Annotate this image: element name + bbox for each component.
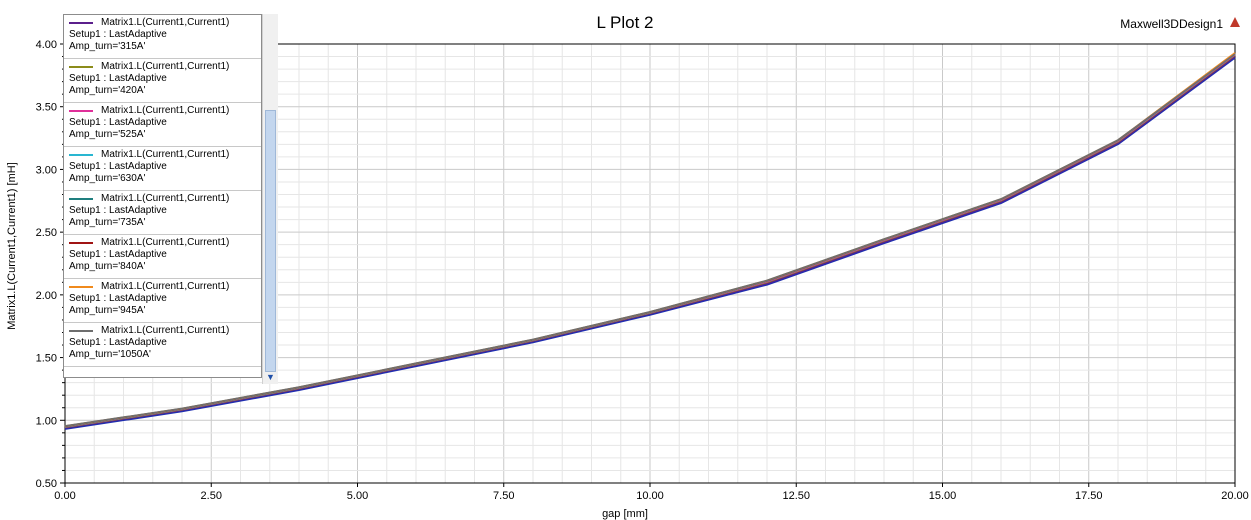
legend-entry[interactable]: Matrix1.L(Current1,Current1) Setup1 : La… (64, 323, 261, 367)
y-tick-label: 0.50 (36, 478, 57, 490)
scrollbar-thumb[interactable] (265, 110, 276, 372)
y-tick-label: 3.50 (36, 102, 57, 114)
legend-setup: Setup1 : LastAdaptive (69, 293, 167, 304)
legend-param: Amp_turn='735A' (69, 217, 146, 228)
legend-entry[interactable]: Matrix1.L(Current1,Current1) Setup1 : La… (64, 15, 261, 59)
legend-swatch (69, 154, 93, 156)
legend-entry[interactable]: Matrix1.L(Current1,Current1) Setup1 : La… (64, 191, 261, 235)
legend-setup: Setup1 : LastAdaptive (69, 29, 167, 40)
x-tick-label: 10.00 (636, 490, 664, 502)
legend-setup: Setup1 : LastAdaptive (69, 205, 167, 216)
legend-entry[interactable]: Matrix1.L(Current1,Current1) Setup1 : La… (64, 103, 261, 147)
legend-swatch (69, 330, 93, 332)
x-tick-label: 5.00 (347, 490, 368, 502)
legend-entry[interactable]: Matrix1.L(Current1,Current1) Setup1 : La… (64, 235, 261, 279)
plot-title: L Plot 2 (596, 13, 654, 32)
legend-setup: Setup1 : LastAdaptive (69, 249, 167, 260)
legend-param: Amp_turn='525A' (69, 129, 146, 140)
legend-setup: Setup1 : LastAdaptive (69, 161, 167, 172)
legend-swatch (69, 66, 93, 68)
legend-param: Amp_turn='630A' (69, 173, 146, 184)
legend-series-name: Matrix1.L(Current1,Current1) (101, 61, 230, 72)
chevron-down-icon[interactable]: ▼ (266, 372, 275, 382)
legend-param: Amp_turn='840A' (69, 261, 146, 272)
legend-swatch (69, 22, 93, 24)
legend-param: Amp_turn='315A' (69, 41, 146, 52)
legend[interactable]: Matrix1.L(Current1,Current1) Setup1 : La… (63, 14, 262, 378)
legend-setup: Setup1 : LastAdaptive (69, 73, 167, 84)
legend-entry[interactable]: Matrix1.L(Current1,Current1) Setup1 : La… (64, 147, 261, 191)
tick-labels: 0.00 2.50 5.00 7.50 10.00 12.50 15.00 17.50 20.0… (36, 39, 1249, 502)
y-tick-label: 1.50 (36, 353, 57, 365)
legend-entry[interactable]: Matrix1.L(Current1,Current1) Setup1 : La… (64, 279, 261, 323)
y-tick-label: 2.50 (36, 227, 57, 239)
legend-scrollbar[interactable]: ▼ (262, 14, 278, 384)
design-name[interactable]: Maxwell3DDesign1 (1120, 17, 1223, 31)
legend-series-name: Matrix1.L(Current1,Current1) (101, 149, 230, 160)
legend-swatch (69, 110, 93, 112)
x-tick-label: 2.50 (201, 490, 222, 502)
legend-setup: Setup1 : LastAdaptive (69, 117, 167, 128)
x-tick-label: 15.00 (929, 490, 957, 502)
legend-param: Amp_turn='1050A' (69, 349, 151, 360)
maxwell-design-icon (1230, 17, 1240, 27)
legend-series-name: Matrix1.L(Current1,Current1) (101, 281, 230, 292)
legend-swatch (69, 242, 93, 244)
x-tick-label: 17.50 (1075, 490, 1103, 502)
y-tick-label: 3.00 (36, 164, 57, 176)
y-tick-label: 1.00 (36, 415, 57, 427)
legend-param: Amp_turn='945A' (69, 305, 146, 316)
series-line-hidden (64, 57, 1236, 430)
legend-series-name: Matrix1.L(Current1,Current1) (101, 325, 230, 336)
y-tick-label: 2.00 (36, 290, 57, 302)
legend-setup: Setup1 : LastAdaptive (69, 337, 167, 348)
y-tick-label: 4.00 (36, 39, 57, 51)
x-tick-label: 12.50 (782, 490, 810, 502)
x-tick-label: 20.00 (1221, 490, 1249, 502)
x-tick-label: 0.00 (54, 490, 75, 502)
x-axis-label: gap [mm] (602, 508, 648, 520)
legend-series-name: Matrix1.L(Current1,Current1) (101, 105, 230, 116)
legend-series-name: Matrix1.L(Current1,Current1) (101, 237, 230, 248)
y-axis-label: Matrix1.L(Current1,Current1) [mH] (6, 162, 18, 330)
x-tick-label: 7.50 (493, 490, 514, 502)
series-lines (64, 52, 1236, 430)
series-line-7 (64, 53, 1236, 427)
legend-series-name: Matrix1.L(Current1,Current1) (101, 193, 230, 204)
legend-swatch (69, 286, 93, 288)
legend-swatch (69, 198, 93, 200)
legend-param: Amp_turn='420A' (69, 85, 146, 96)
legend-entry[interactable]: Matrix1.L(Current1,Current1) Setup1 : La… (64, 59, 261, 103)
legend-series-name: Matrix1.L(Current1,Current1) (101, 17, 230, 28)
